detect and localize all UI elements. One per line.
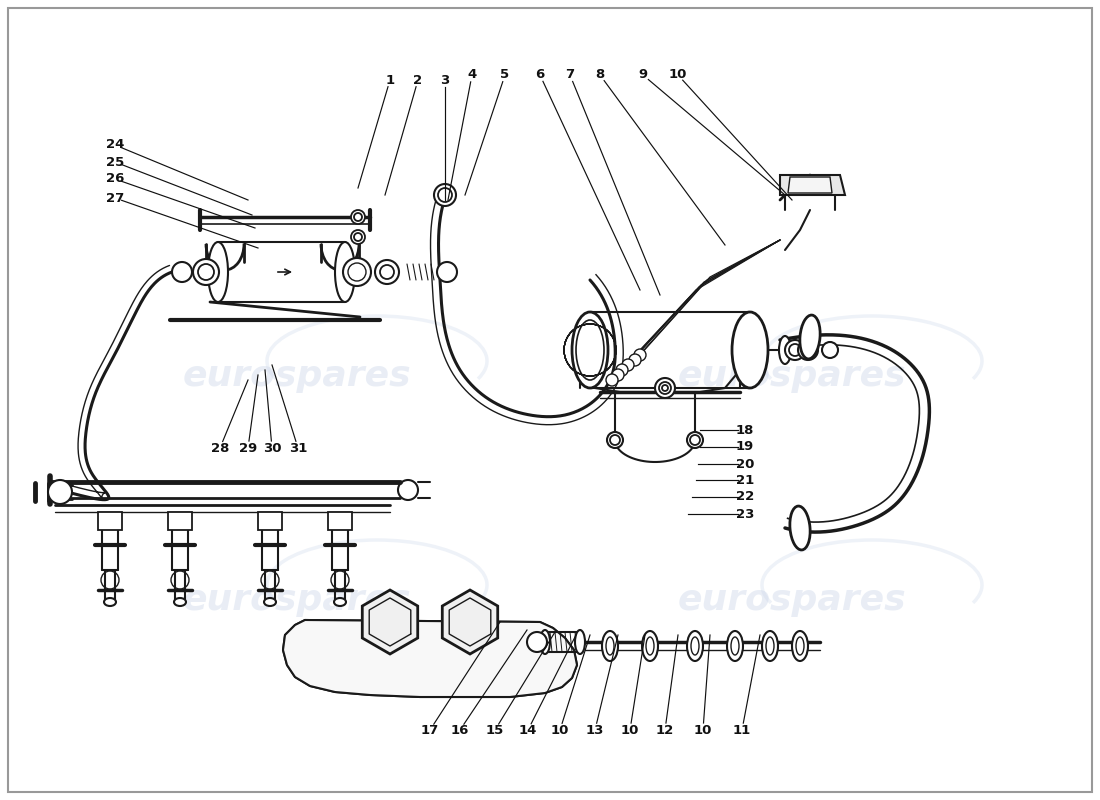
Text: 24: 24 [106,138,124,151]
Text: 16: 16 [451,723,470,737]
Text: eurospares: eurospares [183,583,411,617]
Ellipse shape [762,631,778,661]
Circle shape [192,259,219,285]
Text: 10: 10 [669,69,688,82]
Text: 22: 22 [736,490,755,503]
Polygon shape [780,175,845,195]
Text: 6: 6 [536,69,544,82]
Circle shape [629,354,641,366]
Ellipse shape [264,598,276,606]
Text: eurospares: eurospares [678,583,906,617]
Ellipse shape [779,336,791,364]
Text: 13: 13 [586,723,604,737]
Circle shape [437,262,456,282]
Ellipse shape [727,631,742,661]
Circle shape [616,364,628,376]
Circle shape [606,374,618,386]
Text: 14: 14 [519,723,537,737]
Text: 10: 10 [620,723,639,737]
Ellipse shape [540,630,550,654]
Polygon shape [98,512,122,530]
Text: 18: 18 [736,423,755,437]
Circle shape [798,340,818,360]
Circle shape [48,480,72,504]
Ellipse shape [208,242,228,302]
Text: 21: 21 [736,474,755,486]
Text: 1: 1 [385,74,395,86]
Ellipse shape [336,242,355,302]
Ellipse shape [602,631,618,661]
Polygon shape [283,620,578,697]
Ellipse shape [800,315,821,359]
Circle shape [351,210,365,224]
Text: 3: 3 [440,74,450,86]
Text: 23: 23 [736,507,755,521]
Text: 5: 5 [500,69,509,82]
Text: 8: 8 [595,69,605,82]
Text: eurospares: eurospares [678,359,906,393]
Text: 2: 2 [414,74,422,86]
Polygon shape [328,512,352,530]
Ellipse shape [174,598,186,606]
Text: 28: 28 [211,442,229,454]
Circle shape [351,230,365,244]
Polygon shape [788,177,832,193]
Ellipse shape [792,631,808,661]
Circle shape [688,432,703,448]
Circle shape [634,349,646,361]
Text: 20: 20 [736,458,755,470]
Text: 29: 29 [239,442,257,454]
Circle shape [621,359,634,371]
Text: 25: 25 [106,155,124,169]
Circle shape [612,369,624,381]
Ellipse shape [732,312,768,388]
Text: 7: 7 [565,69,574,82]
Text: 10: 10 [694,723,712,737]
Text: eurospares: eurospares [183,359,411,393]
Circle shape [375,260,399,284]
Ellipse shape [572,312,608,388]
Circle shape [527,632,547,652]
Circle shape [654,378,675,398]
Text: 12: 12 [656,723,674,737]
Polygon shape [258,512,282,530]
Text: 17: 17 [421,723,439,737]
Text: 10: 10 [551,723,569,737]
Text: 4: 4 [468,69,476,82]
Ellipse shape [334,598,346,606]
Ellipse shape [790,506,810,550]
Polygon shape [442,590,497,654]
Text: 11: 11 [733,723,751,737]
Text: 30: 30 [263,442,282,454]
Ellipse shape [688,631,703,661]
Ellipse shape [575,630,585,654]
Text: 26: 26 [106,173,124,186]
Polygon shape [168,512,192,530]
Circle shape [822,342,838,358]
Text: 31: 31 [289,442,307,454]
Text: 15: 15 [486,723,504,737]
Circle shape [172,262,192,282]
Ellipse shape [642,631,658,661]
Text: 9: 9 [638,69,648,82]
Circle shape [607,432,623,448]
Circle shape [662,385,668,391]
Circle shape [785,340,805,360]
Text: 19: 19 [736,441,755,454]
Circle shape [343,258,371,286]
Circle shape [434,184,456,206]
Ellipse shape [104,598,116,606]
Polygon shape [362,590,418,654]
Text: 27: 27 [106,191,124,205]
